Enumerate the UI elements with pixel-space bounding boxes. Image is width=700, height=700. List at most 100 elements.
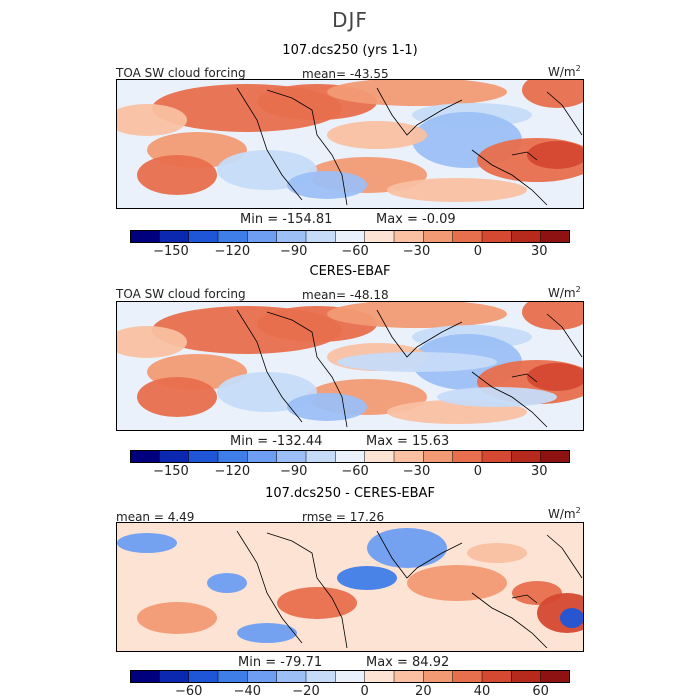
- colorbar-swatch: [540, 230, 570, 243]
- panel-2-units: W/m2: [548, 285, 581, 300]
- colorbar-tick-label: −30: [402, 464, 431, 479]
- coastline: [236, 530, 303, 644]
- coastline: [511, 594, 538, 604]
- panel-2-title: CERES-EBAF: [309, 264, 391, 279]
- panel-2-mean-label: mean= -48.18: [302, 288, 389, 302]
- colorbar-swatch: [481, 450, 513, 463]
- colorbar-swatch: [364, 450, 395, 463]
- field-region: [237, 623, 297, 643]
- coastline: [266, 89, 348, 206]
- coastline: [511, 373, 538, 383]
- field-region: [527, 141, 583, 169]
- coastline: [376, 530, 463, 579]
- field-region: [137, 377, 217, 417]
- colorbar-swatch: [247, 670, 278, 683]
- panel-1-max: Max = -0.09: [376, 212, 456, 227]
- coastline: [546, 91, 583, 136]
- colorbar-tick-label: −30: [402, 244, 431, 259]
- panel-3-rmse-label: rmse = 17.26: [302, 510, 385, 524]
- panel-1-units: W/m2: [548, 64, 581, 79]
- colorbar-swatch: [188, 450, 219, 463]
- colorbar-tick-label: 30: [531, 464, 548, 479]
- colorbar-swatch: [393, 670, 425, 683]
- panel-2-map: [116, 301, 584, 431]
- field-region: [137, 602, 217, 634]
- colorbar-tick-label: 30: [531, 244, 548, 259]
- field-region: [207, 573, 247, 593]
- colorbar-swatch: [481, 670, 513, 683]
- colorbar-swatch: [393, 450, 425, 463]
- field-region: [522, 302, 583, 330]
- colorbar-tick-label: −60: [341, 244, 369, 259]
- panel-1-map: [116, 79, 584, 209]
- colorbar-swatch: [247, 450, 278, 463]
- coastline: [376, 309, 463, 358]
- colorbar-swatch: [188, 670, 219, 683]
- field-region: [522, 80, 583, 108]
- coastline: [236, 87, 303, 201]
- main-title: DJF: [332, 8, 368, 32]
- panel-1-colorbar-ticks: −150 −120 −90 −60 −30 0 30: [130, 244, 570, 260]
- colorbar-swatch: [159, 670, 190, 683]
- colorbar-swatch: [452, 230, 483, 243]
- colorbar-tick-label: −150: [153, 464, 189, 479]
- colorbar-swatch: [159, 450, 190, 463]
- coastline: [471, 371, 548, 428]
- colorbar-swatch: [335, 230, 366, 243]
- colorbar-swatch: [305, 230, 337, 243]
- field-region: [337, 566, 397, 590]
- colorbar-tick-label: 20: [415, 684, 432, 699]
- field-region: [367, 528, 447, 568]
- field-region: [117, 533, 177, 553]
- field-region: [527, 363, 583, 391]
- colorbar-swatch: [423, 230, 454, 243]
- colorbar-swatch: [423, 450, 454, 463]
- panel-3-units: W/m2: [548, 506, 581, 521]
- colorbar-swatch: [159, 230, 190, 243]
- colorbar-tick-label: 0: [473, 244, 483, 259]
- panel-3-colorbar-ticks: −60 −40 −20 0 20 40 60: [130, 684, 570, 700]
- coastline: [236, 309, 303, 423]
- panel-3-title: 107.dcs250 - CERES-EBAF: [265, 486, 435, 501]
- panel-1-field-label: TOA SW cloud forcing: [116, 66, 246, 80]
- panel-2-field-label: TOA SW cloud forcing: [116, 287, 246, 301]
- field-region: [407, 565, 507, 601]
- colorbar-tick-label: 60: [532, 684, 549, 699]
- colorbar-swatch: [217, 230, 249, 243]
- coastline: [471, 149, 548, 206]
- colorbar-tick-label: −60: [174, 684, 203, 699]
- coastline: [376, 87, 463, 136]
- colorbar-swatch: [423, 670, 454, 683]
- coastline: [511, 151, 538, 161]
- colorbar-tick-label: −60: [341, 464, 369, 479]
- colorbar-swatch: [276, 450, 307, 463]
- field-region: [327, 80, 507, 106]
- coastline: [266, 532, 348, 649]
- colorbar-tick-label: −90: [280, 244, 308, 259]
- colorbar-swatch: [130, 670, 161, 683]
- colorbar-tick-label: −150: [153, 244, 189, 259]
- panel-2-colorbar: [130, 450, 570, 463]
- field-region: [327, 121, 427, 149]
- colorbar-tick-label: −40: [233, 684, 262, 699]
- panel-1-min: Min = -154.81: [240, 212, 333, 227]
- colorbar-swatch: [511, 450, 542, 463]
- colorbar-swatch: [217, 450, 249, 463]
- coastline: [266, 311, 348, 428]
- field-region: [287, 171, 367, 199]
- colorbar-swatch: [217, 670, 249, 683]
- colorbar-swatch: [188, 230, 219, 243]
- colorbar-tick-label: −20: [292, 684, 320, 699]
- colorbar-swatch: [364, 230, 395, 243]
- colorbar-tick-label: 0: [360, 684, 369, 699]
- field-region: [560, 608, 583, 628]
- panel-3-mean-label: mean = 4.49: [116, 510, 195, 524]
- colorbar-swatch: [130, 230, 161, 243]
- coastline: [546, 313, 583, 358]
- colorbar-swatch: [276, 670, 307, 683]
- panel-2-min: Min = -132.44: [230, 434, 323, 449]
- field-region: [327, 302, 507, 328]
- coastline: [471, 592, 548, 649]
- field-region: [467, 543, 527, 563]
- colorbar-swatch: [130, 450, 161, 463]
